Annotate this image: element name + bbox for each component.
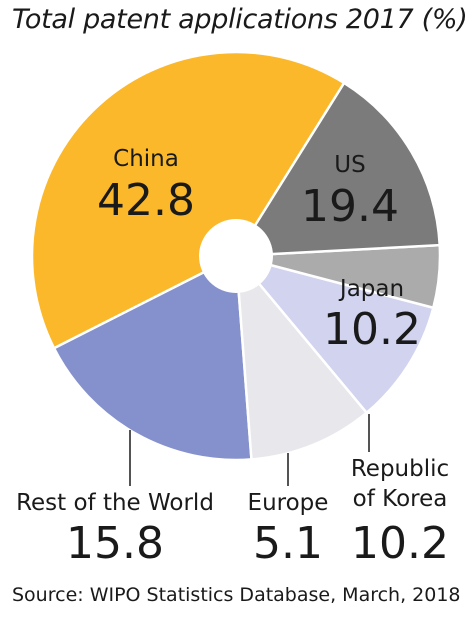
slice-china (30, 50, 346, 350)
slice-value-europe: 5.1 (253, 518, 323, 569)
donut-hole (199, 219, 273, 293)
slice-value-japan: 10.2 (323, 304, 421, 355)
source-note: Source: WIPO Statistics Database, March,… (12, 584, 461, 606)
slice-label-us: US (334, 152, 365, 178)
slice-japan (234, 254, 368, 461)
slice-label-japan: Japan (338, 276, 404, 302)
slice-label-republic-of-korea-line-1: Republic (351, 456, 449, 482)
slice-label-republic-of-korea-line-2: of Korea (353, 486, 448, 512)
slice-label-china: China (113, 146, 179, 172)
slice-us (52, 254, 253, 462)
slice-value-republic-of-korea: 10.2 (351, 518, 449, 569)
slice-label-europe: Europe (248, 490, 329, 516)
slice-value-us: 19.4 (301, 181, 399, 232)
slice-rest-of-the-world (234, 81, 441, 258)
slice-value-china: 42.8 (97, 175, 195, 226)
slice-value-rest-of-the-world: 15.8 (66, 518, 164, 569)
chart-title: Total patent applications 2017 (%) (12, 4, 468, 35)
slice-label-rest-of-the-world: Rest of the World (16, 490, 214, 516)
